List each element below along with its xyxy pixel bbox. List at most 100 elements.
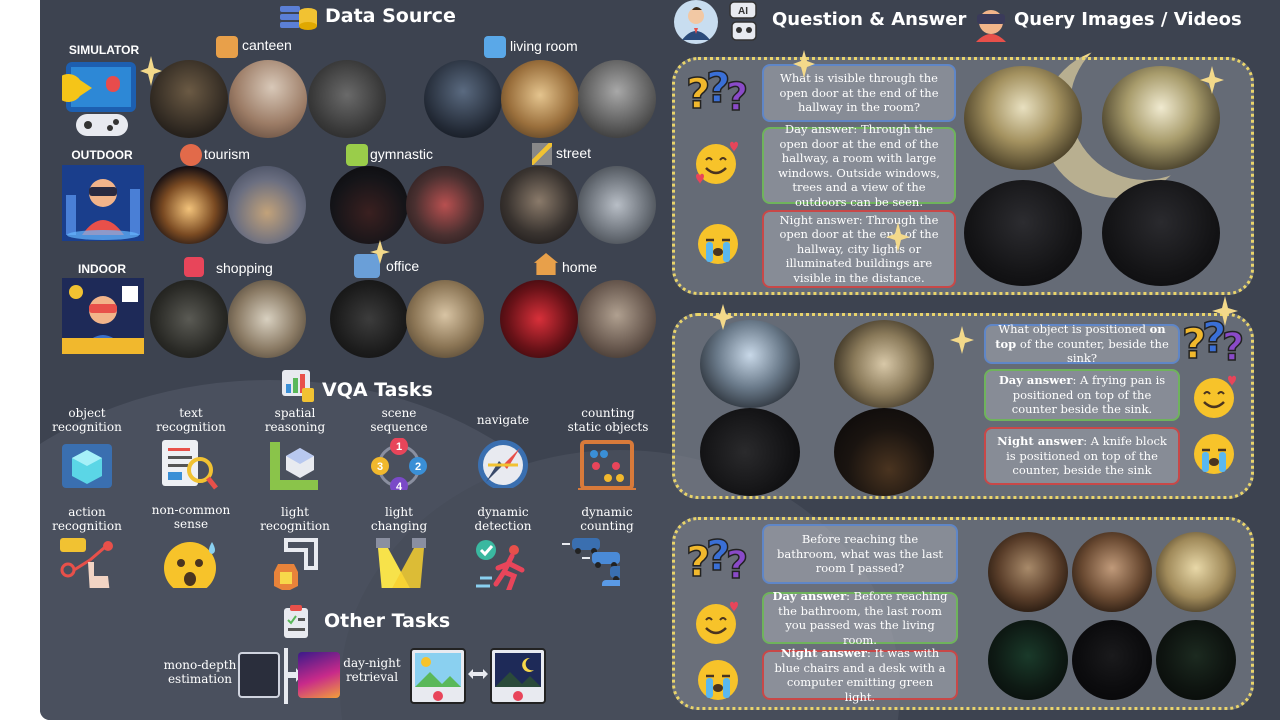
task-dynamic-counting: dynamic counting xyxy=(580,505,634,533)
cars-icon xyxy=(562,538,620,586)
living-room-grey-photo xyxy=(578,60,656,138)
qa-title: Question & Answer xyxy=(772,9,967,30)
task-action-recognition: action recognition xyxy=(52,505,122,533)
query-image-house-day-3 xyxy=(1156,532,1236,612)
tourism-dusk-photo xyxy=(228,166,306,244)
sequence-number-2: 2 xyxy=(415,461,421,473)
task-non-common-sense: non-common sense xyxy=(151,503,231,531)
night-answer-text-3: : It was with blue chairs and a desk wit… xyxy=(774,646,946,704)
sparkle-icon xyxy=(1200,66,1224,94)
task-light-changing: light changing xyxy=(370,505,428,533)
sequence-number-3: 3 xyxy=(377,461,383,473)
tourism-icon xyxy=(180,144,202,166)
svg-text:?: ? xyxy=(1182,319,1206,366)
query-image-kitchen-night-2 xyxy=(834,408,934,496)
query-image-house-day-1 xyxy=(988,532,1068,612)
vqa-tasks-title: VQA Tasks xyxy=(322,379,433,401)
numbered-cycle-icon: 1 2 3 4 xyxy=(371,438,427,490)
sparkle-icon xyxy=(950,326,974,354)
lantern-icon xyxy=(274,538,318,590)
question-text-2-pre: What object is positioned xyxy=(998,322,1150,337)
crying-face-icon xyxy=(1194,434,1234,474)
shopping-cart-icon xyxy=(184,257,204,277)
office-night-photo xyxy=(330,280,408,358)
question-marks-icon: ? ? ? xyxy=(1181,314,1245,366)
office-day-photo xyxy=(406,280,484,358)
night-answer-label-3: Night answer xyxy=(780,646,867,660)
cube-scan-icon xyxy=(62,444,112,488)
scene-gymnastic: gymnastic xyxy=(370,146,434,162)
crying-face-icon xyxy=(698,660,738,700)
database-icon xyxy=(280,6,317,30)
svg-text:?: ? xyxy=(686,69,710,116)
depth-map-output xyxy=(298,652,340,698)
sparkle-icon xyxy=(140,56,162,86)
question-marks-icon: ? ? ? xyxy=(685,64,749,116)
task-spatial-reasoning: spatial reasoning xyxy=(264,406,326,434)
street-icon xyxy=(532,143,552,165)
question-box-3: Before reaching the bathroom, what was t… xyxy=(762,524,958,584)
query-image-kitchen-night-1 xyxy=(700,408,800,496)
canteen-icon xyxy=(216,36,238,58)
svg-text:?: ? xyxy=(1202,314,1226,362)
query-image-kitchen-day-1 xyxy=(700,320,800,408)
query-image-night-2 xyxy=(1102,180,1220,286)
hand-tap-icon xyxy=(60,538,113,588)
day-answer-text-3: : Before reaching the bathroom, the last… xyxy=(778,589,948,647)
task-text-recognition: text recognition xyxy=(156,406,226,434)
query-image-house-night-3 xyxy=(1156,620,1236,700)
living-room-night-photo xyxy=(424,60,502,138)
query-image-house-day-2 xyxy=(1072,532,1152,612)
scene-canteen: canteen xyxy=(242,37,292,53)
query-image-kitchen-day-2 xyxy=(834,320,934,408)
task-day-night-retrieval: day-night retrieval xyxy=(343,656,401,684)
gymnastic-icon xyxy=(346,144,368,166)
home-day-photo xyxy=(578,280,656,358)
svg-text:?: ? xyxy=(706,532,730,580)
compass-icon xyxy=(478,440,528,488)
running-person-icon xyxy=(476,540,525,590)
query-title: Query Images / Videos xyxy=(1014,9,1242,30)
svg-text:?: ? xyxy=(706,64,730,112)
spotlight-icon xyxy=(376,538,426,588)
qa-panel-3 xyxy=(672,517,1254,710)
tourism-night-photo xyxy=(150,166,228,244)
svg-text:?: ? xyxy=(726,75,748,116)
ruler-cube-icon xyxy=(270,442,318,490)
canteen-night-photo xyxy=(150,60,228,138)
gymnastic-red-photo xyxy=(406,166,484,244)
question-box-1: What is visible through the open door at… xyxy=(762,64,956,122)
svg-text:?: ? xyxy=(726,543,748,584)
task-navigate: navigate xyxy=(476,413,530,427)
query-image-day-2 xyxy=(1102,66,1220,170)
night-answer-text-1: Night answer: Through the open door at t… xyxy=(779,212,939,285)
chart-board-icon xyxy=(282,370,314,402)
question-text-2-bold: on top xyxy=(995,322,1166,351)
scene-shopping: shopping xyxy=(216,260,273,276)
day-answer-text-2: : A frying pan is positioned on top of t… xyxy=(1011,373,1166,417)
task-scene-sequence: scene sequence xyxy=(370,406,428,434)
query-image-house-night-1 xyxy=(988,620,1068,700)
double-arrow-icon xyxy=(468,669,488,679)
query-image-night-1 xyxy=(964,180,1082,286)
crying-face-icon xyxy=(698,224,738,264)
living-room-icon xyxy=(484,36,506,58)
day-answer-box-1: Day answer: Through the open door at the… xyxy=(762,122,956,209)
vr-headset-icon xyxy=(976,10,1006,42)
query-image-day-1 xyxy=(964,66,1082,170)
office-icon xyxy=(354,254,380,278)
task-object-recognition: object recognition xyxy=(52,406,122,434)
canteen-dark-photo xyxy=(308,60,386,138)
person-avatar-icon xyxy=(674,0,718,44)
day-scene-icon xyxy=(410,648,466,704)
sparkle-icon xyxy=(712,304,734,330)
other-tasks-title: Other Tasks xyxy=(324,610,451,632)
question-marks-icon: ? ? ? xyxy=(685,532,749,584)
night-answer-box-2: Night answer: A knife block is positione… xyxy=(984,427,1180,485)
question-text-1: What is visible through the open door at… xyxy=(779,71,939,115)
sparkle-icon xyxy=(1212,296,1238,326)
divider xyxy=(284,648,288,704)
vr-user-indoor-icon xyxy=(62,278,144,354)
sparkle-icon xyxy=(370,240,390,264)
home-night-photo xyxy=(500,280,578,358)
